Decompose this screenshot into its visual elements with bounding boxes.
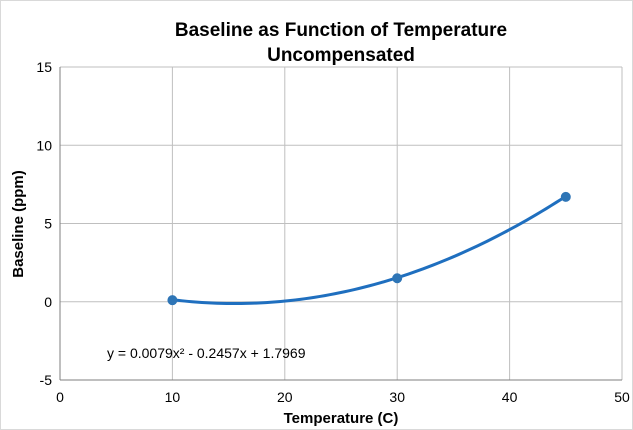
y-tick-label: 10 [36, 137, 52, 153]
chart-title: Baseline as Function of Temperature [175, 20, 507, 41]
data-point [167, 295, 178, 306]
y-tick-label: 0 [44, 294, 52, 310]
x-tick-label: 10 [165, 389, 181, 405]
point-layer [167, 191, 571, 306]
data-point [560, 191, 571, 202]
data-point [392, 273, 403, 284]
chart-subtitle: Uncompensated [267, 45, 415, 66]
y-tick-label: 5 [44, 216, 52, 232]
x-axis-label: Temperature (C) [284, 410, 399, 427]
x-tick-label: 0 [56, 389, 64, 405]
x-tick-label: 50 [614, 389, 630, 405]
y-axis-label: Baseline (ppm) [10, 170, 27, 278]
y-tick-label: 15 [36, 59, 52, 75]
x-tick-label: 20 [277, 389, 293, 405]
polynomial-trendline [170, 194, 568, 306]
axis-layer [59, 67, 622, 381]
x-tick-label: 40 [502, 389, 518, 405]
trendline-equation-label: y = 0.0079x² - 0.2457x + 1.7969 [107, 345, 306, 361]
trendline-layer [170, 194, 568, 306]
y-tick-label: -5 [40, 372, 53, 388]
grid-layer [59, 66, 623, 381]
x-tick-label: 30 [389, 389, 405, 405]
